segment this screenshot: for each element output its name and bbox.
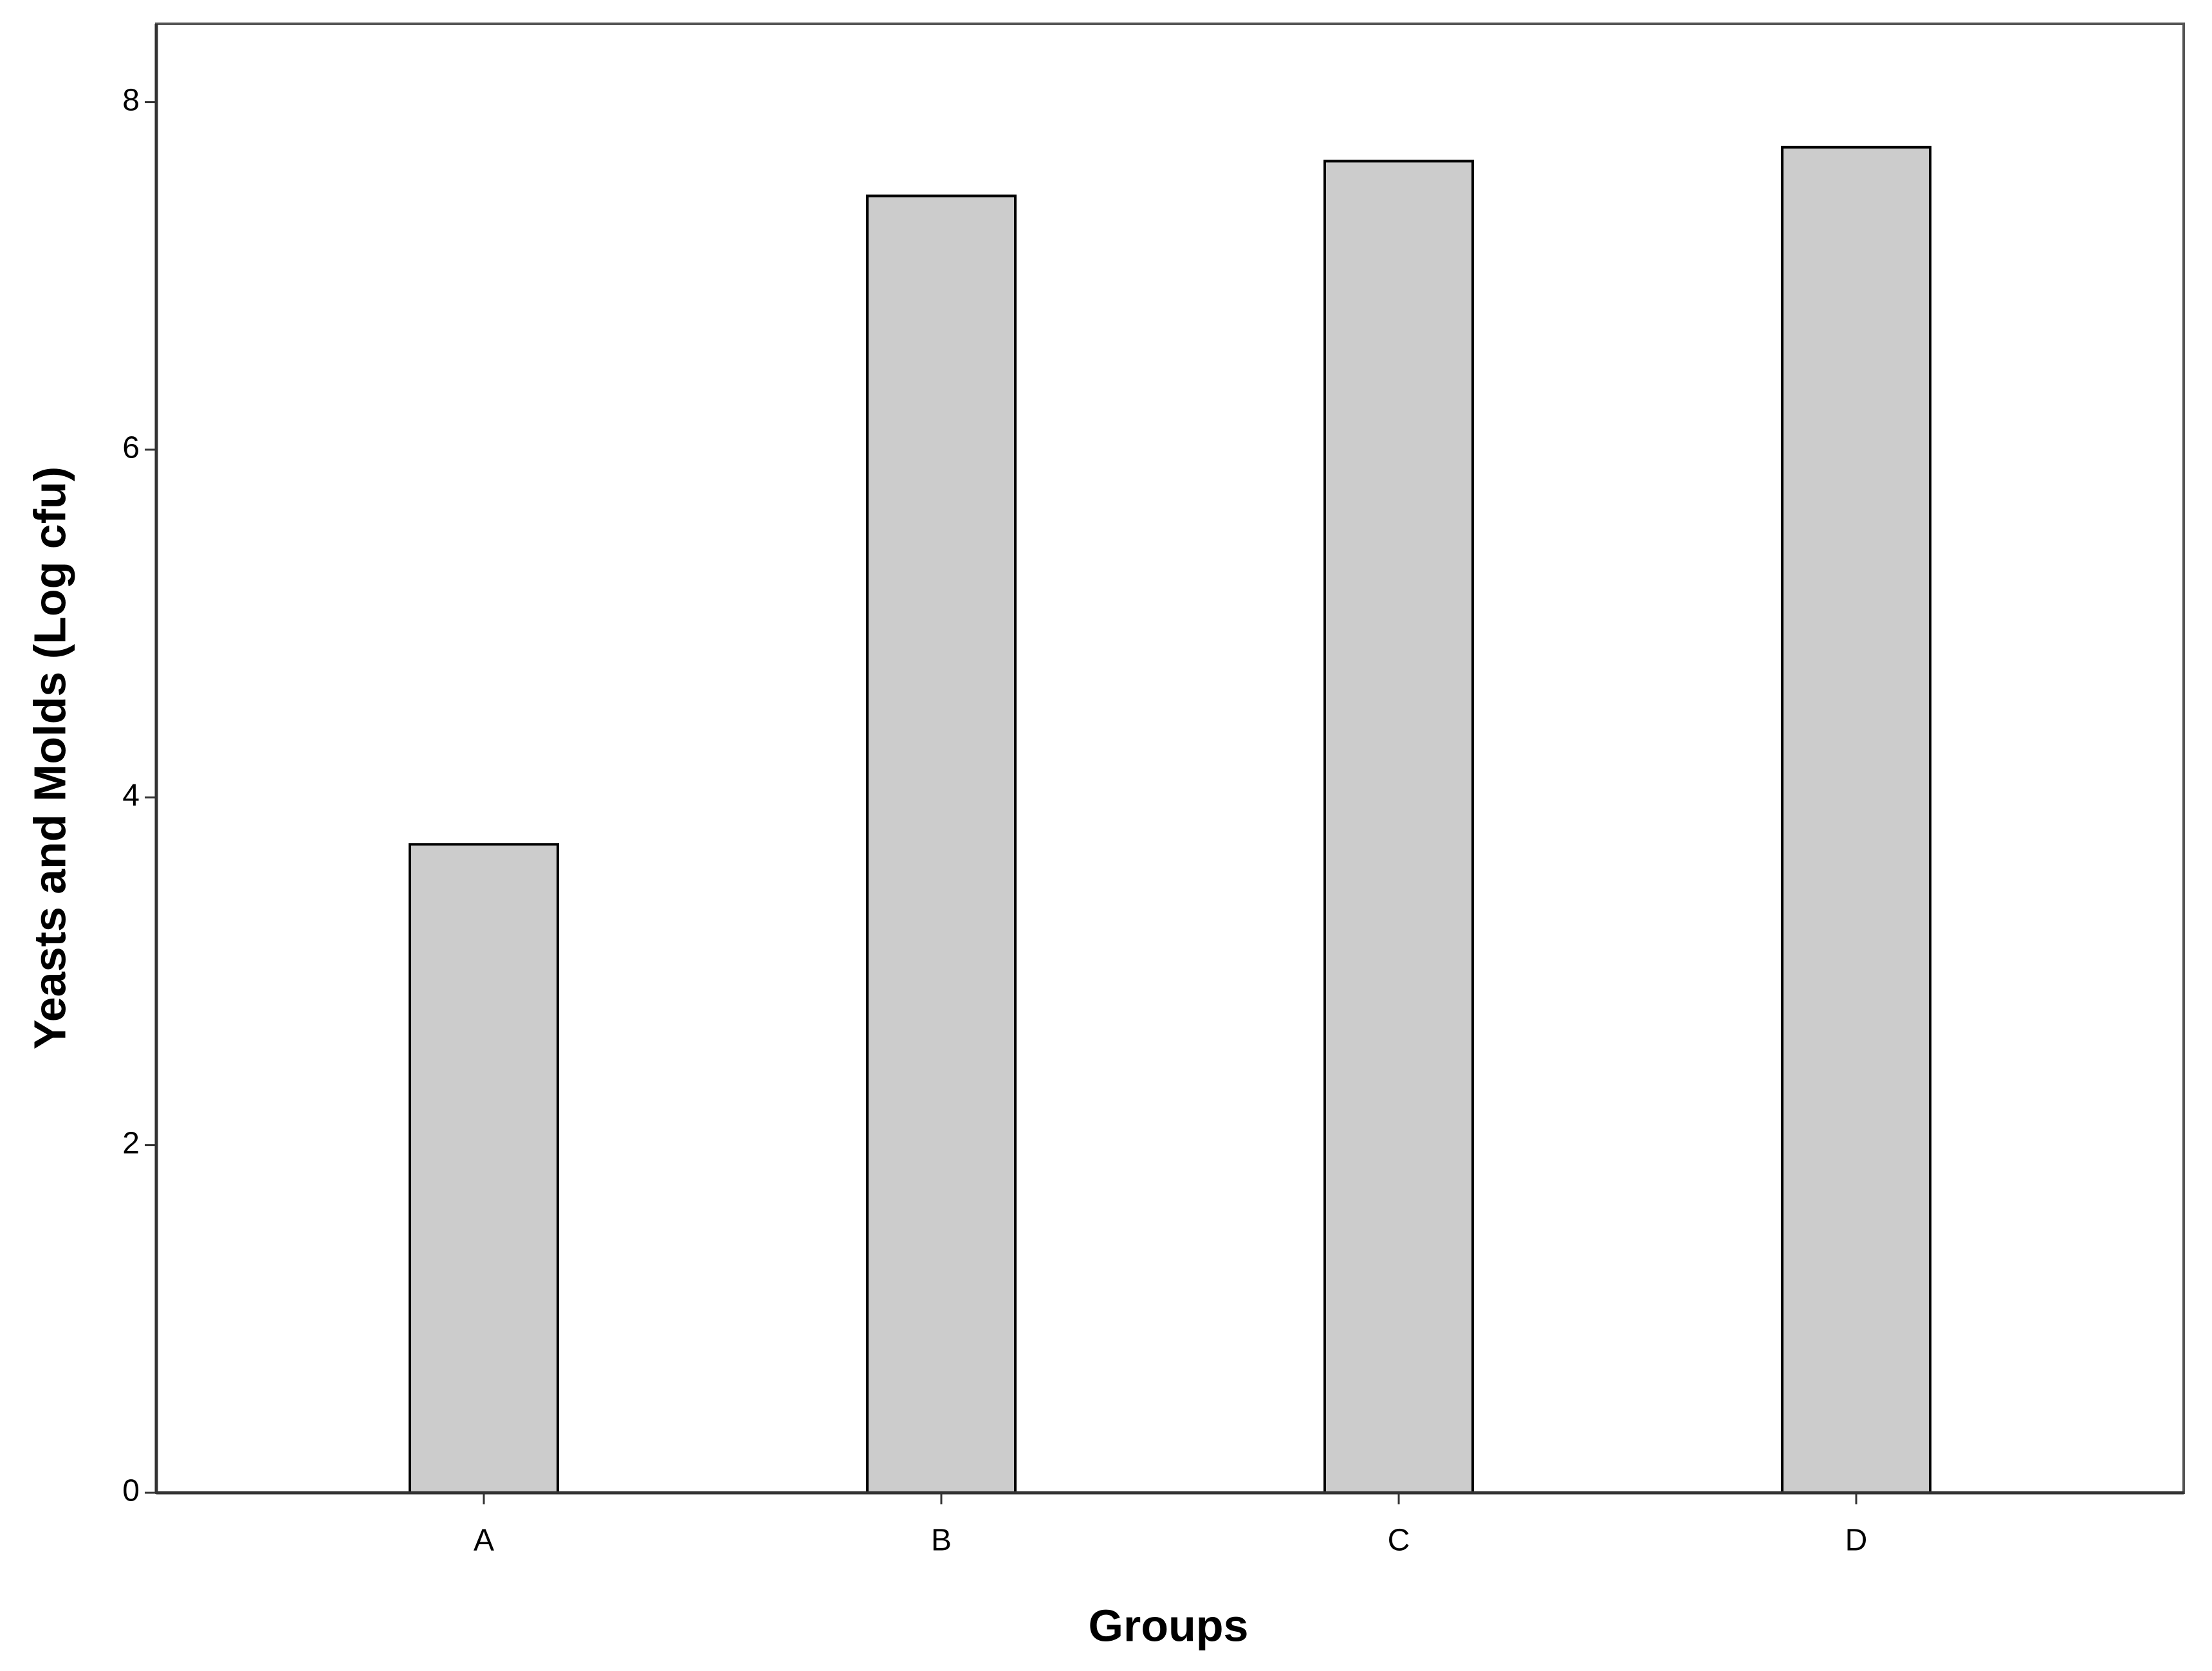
bar — [1781, 145, 1931, 1495]
bar — [1323, 160, 1474, 1495]
y-axis-title: Yeasts and Molds (Log cfu) — [24, 466, 75, 1049]
x-tick-label: A — [474, 1524, 494, 1558]
x-tick-label: B — [931, 1524, 952, 1558]
y-tick-label: 0 — [122, 1474, 140, 1508]
y-tick-label: 8 — [122, 83, 140, 117]
bar — [409, 843, 559, 1495]
x-tick-label: D — [1845, 1524, 1868, 1558]
x-tick-label: C — [1388, 1524, 1410, 1558]
y-tick-label: 2 — [122, 1126, 140, 1160]
y-tick-label: 6 — [122, 431, 140, 465]
x-axis-title: Groups — [1089, 1600, 1249, 1650]
bar — [866, 194, 1017, 1495]
y-tick-label: 4 — [122, 779, 140, 813]
